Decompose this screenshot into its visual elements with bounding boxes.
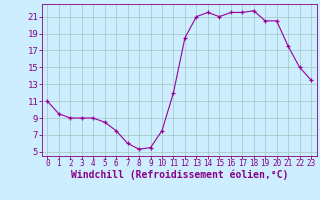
X-axis label: Windchill (Refroidissement éolien,°C): Windchill (Refroidissement éolien,°C) — [70, 170, 288, 180]
